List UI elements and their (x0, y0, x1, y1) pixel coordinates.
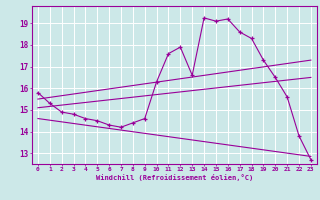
X-axis label: Windchill (Refroidissement éolien,°C): Windchill (Refroidissement éolien,°C) (96, 174, 253, 181)
